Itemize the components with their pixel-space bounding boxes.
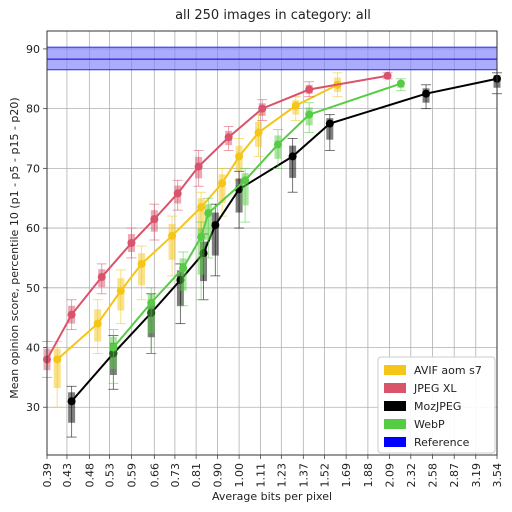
data-point [137, 259, 146, 268]
percentile-box [179, 258, 187, 291]
data-point [218, 179, 227, 188]
series-webp [108, 78, 406, 384]
percentile-box [204, 204, 212, 241]
data-point [179, 264, 188, 273]
data-point [197, 203, 206, 212]
legend-swatch [384, 419, 406, 429]
data-point [97, 273, 106, 282]
data-point [147, 298, 156, 307]
x-tick-label: 2.32 [405, 463, 418, 488]
legend-label: AVIF aom s7 [414, 364, 482, 377]
data-point [93, 319, 102, 328]
y-tick-label: 50 [26, 282, 40, 295]
x-tick-label: 2.87 [448, 463, 461, 488]
x-tick-label: 0.48 [83, 463, 96, 488]
y-axis-title: Mean opinion score, percentile 10 (p1 - … [8, 97, 21, 398]
plot-frame [46, 30, 498, 456]
chart-title: all 250 images in category: all [175, 8, 371, 23]
percentile-box [211, 212, 219, 256]
percentile-box [235, 178, 243, 213]
data-point [396, 79, 405, 88]
data-point [197, 233, 206, 242]
data-point [116, 286, 125, 295]
data-point [173, 189, 182, 198]
legend-label: WebP [414, 418, 445, 431]
legend-label: MozJPEG [414, 400, 461, 413]
reference-band [46, 46, 498, 71]
percentile-box [326, 118, 334, 140]
y-tick-label: 80 [26, 103, 40, 116]
data-point [67, 397, 76, 406]
x-tick-label: 1.88 [362, 463, 375, 488]
legend-swatch [384, 401, 406, 411]
x-tick-label: 1.69 [340, 463, 353, 488]
data-point [211, 221, 220, 230]
x-tick-label: 2.58 [426, 463, 439, 488]
legend-swatch [384, 437, 406, 447]
data-point [127, 239, 136, 247]
x-tick-label: 3.19 [470, 463, 483, 488]
legend: AVIF aom s7 JPEG XL MozJPEG WebP Reference [377, 356, 496, 454]
legend-box [377, 356, 496, 454]
y-tick-label: 40 [26, 342, 40, 355]
y-tick-label: 30 [26, 401, 40, 414]
data-point [305, 110, 314, 119]
data-point [288, 152, 297, 161]
data-point [224, 133, 233, 142]
percentile-box [68, 392, 76, 423]
x-tick-label: 0.81 [190, 463, 203, 488]
percentile-box [218, 174, 226, 203]
legend-swatch [384, 365, 406, 375]
x-tick-label: 0.39 [41, 463, 54, 488]
x-tick-label: 1.52 [319, 463, 332, 488]
data-point [422, 89, 431, 98]
data-point [383, 71, 392, 80]
x-tick-label: 0.53 [104, 463, 117, 488]
data-point [235, 152, 244, 161]
x-tick-label: 1.37 [297, 463, 310, 488]
data-point [168, 231, 177, 240]
data-point [291, 101, 300, 110]
percentile-box [197, 198, 205, 238]
percentile-box [109, 336, 117, 370]
x-tick-label: 0.66 [148, 463, 161, 488]
percentile-box [197, 228, 205, 275]
data-point [194, 162, 203, 171]
x-tick-label: 0.90 [212, 463, 225, 488]
percentile-box [168, 224, 176, 260]
data-point [305, 85, 314, 94]
data-point [325, 119, 334, 128]
data-point [150, 215, 159, 224]
percentile-box [138, 253, 146, 286]
x-tick-label: 3.54 [491, 463, 504, 488]
x-axis-title: Average bits per pixel [212, 490, 332, 503]
plot-area: 0.39 0.43 0.48 0.53 0.59 0.66 0.73 0.81 0.90 1.00… [26, 30, 504, 488]
y-tick-label: 70 [26, 162, 40, 175]
data-point [204, 209, 213, 218]
data-point [67, 310, 76, 319]
data-point [241, 176, 250, 185]
data-point [109, 343, 118, 352]
data-point [53, 355, 62, 364]
percentile-box [147, 293, 155, 334]
legend-swatch [384, 383, 406, 393]
x-tick-label: 1.23 [275, 463, 288, 488]
data-point [273, 140, 282, 149]
x-tick-label: 0.59 [125, 463, 138, 488]
y-tick-label: 90 [26, 43, 40, 56]
x-tick-label: 1.00 [233, 463, 246, 488]
legend-label: JPEG XL [413, 382, 457, 395]
percentile-box [53, 348, 61, 389]
data-point [258, 104, 267, 113]
legend-label: Reference [414, 436, 470, 449]
x-tick-label: 2.09 [383, 463, 396, 488]
percentile-box [289, 145, 297, 178]
x-tick-label: 0.43 [61, 463, 74, 488]
percentile-box [241, 173, 249, 206]
x-tick-label: 0.73 [169, 463, 182, 488]
data-point [254, 128, 263, 137]
x-tick-label: 1.11 [254, 463, 267, 488]
y-tick-label: 60 [26, 222, 40, 235]
